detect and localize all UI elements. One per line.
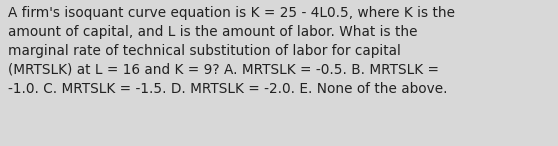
Text: A firm's isoquant curve equation is K = 25 - 4L0.5, where K is the
amount of cap: A firm's isoquant curve equation is K = … — [8, 6, 455, 96]
